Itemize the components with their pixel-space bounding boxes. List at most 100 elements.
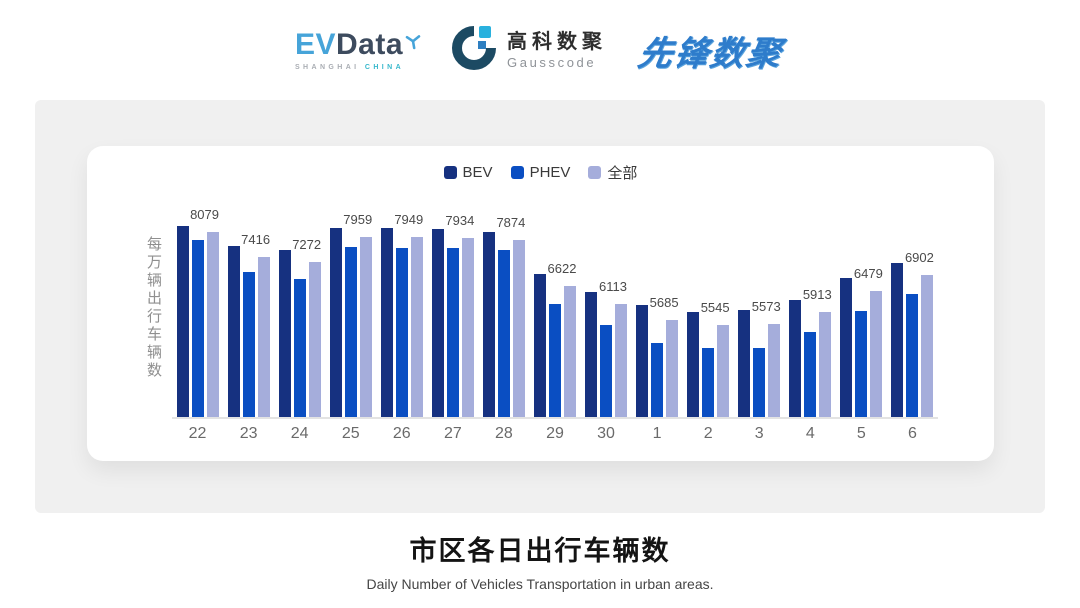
bar-cluster bbox=[176, 226, 219, 418]
bar-value-label: 7272 bbox=[292, 237, 322, 252]
bar-group: 6479 bbox=[836, 186, 887, 418]
legend-item-all[interactable]: 全部 bbox=[588, 162, 637, 183]
bar-cluster bbox=[533, 274, 576, 418]
bar-phev bbox=[497, 250, 510, 418]
x-tick: 1 bbox=[652, 425, 662, 442]
bar-cluster bbox=[636, 305, 679, 418]
bar-all bbox=[615, 304, 628, 418]
bar-phev bbox=[702, 348, 715, 418]
bar-group: 7272 bbox=[274, 186, 325, 418]
bar-group: 7959 bbox=[325, 186, 376, 418]
bar-cluster bbox=[738, 310, 781, 418]
bar-all bbox=[717, 325, 730, 418]
evdata-shanghai-text: SHANGHAI bbox=[294, 63, 360, 71]
evdata-ev-text: EV bbox=[294, 27, 336, 61]
bar-bev bbox=[482, 232, 495, 418]
x-tick: 6 bbox=[907, 425, 917, 442]
x-axis-ticks: 22 23 24 25 26 27 28 29 30 1 2 3 4 5 6 bbox=[172, 425, 938, 443]
bar-cluster bbox=[687, 312, 730, 418]
bar-cluster bbox=[431, 229, 474, 418]
bar-group: 5913 bbox=[785, 186, 836, 418]
bar-phev bbox=[651, 343, 664, 418]
bar-value-label: 5573 bbox=[751, 299, 781, 314]
bar-bev bbox=[636, 305, 649, 418]
evdata-china-text: CHINA bbox=[364, 63, 405, 71]
bar-bev bbox=[176, 226, 189, 418]
bar-all bbox=[206, 232, 219, 418]
gausscode-cn-text: 高科数聚 bbox=[507, 30, 608, 53]
bar-bev bbox=[329, 228, 342, 418]
bar-group: 6902 bbox=[887, 186, 938, 418]
chart-subtitle: Daily Number of Vehicles Transportation … bbox=[366, 576, 714, 592]
pioneer-text: 先锋数聚 bbox=[635, 34, 786, 73]
bar-value-label: 7416 bbox=[241, 232, 271, 247]
gausscode-en-text: Gausscode bbox=[507, 54, 597, 70]
bar-cluster bbox=[891, 263, 934, 418]
bar-cluster bbox=[585, 292, 628, 418]
bar-bev bbox=[789, 300, 802, 418]
bar-value-label: 7934 bbox=[445, 213, 475, 228]
chart-card: BEV PHEV 全部 每万辆出行车辆数 8079 7416 7272 7959 7949 7… bbox=[87, 146, 994, 461]
bar-all bbox=[308, 262, 321, 418]
legend-swatch bbox=[510, 166, 524, 179]
legend-label: PHEV bbox=[529, 164, 571, 181]
bar-value-label: 6622 bbox=[547, 261, 577, 276]
bar-all bbox=[768, 324, 781, 418]
chart-title: 市区各日出行车辆数 bbox=[409, 536, 671, 566]
bar-all bbox=[512, 240, 525, 418]
bar-cluster bbox=[789, 300, 832, 418]
bar-cluster bbox=[482, 232, 525, 418]
bar-value-label: 5685 bbox=[649, 295, 679, 310]
x-tick: 3 bbox=[754, 425, 764, 442]
bar-all bbox=[257, 257, 270, 418]
bar-group: 7934 bbox=[427, 186, 478, 418]
bar-all bbox=[461, 238, 474, 418]
chart-panel: BEV PHEV 全部 每万辆出行车辆数 8079 7416 7272 7959 7949 7… bbox=[35, 100, 1045, 513]
bar-bev bbox=[380, 228, 393, 418]
bar-group: 7949 bbox=[376, 186, 427, 418]
x-tick: 28 bbox=[495, 425, 513, 442]
bar-group: 5573 bbox=[734, 186, 785, 418]
bar-phev bbox=[600, 325, 613, 418]
caption-block: 市区各日出行车辆数 Daily Number of Vehicles Trans… bbox=[0, 529, 1080, 592]
bar-value-label: 7959 bbox=[343, 212, 373, 227]
bar-all bbox=[870, 291, 883, 418]
bar-all bbox=[921, 275, 934, 418]
bar-group: 5685 bbox=[632, 186, 683, 418]
bar-all bbox=[410, 237, 423, 418]
bar-value-label: 6479 bbox=[853, 266, 883, 281]
bar-value-label: 6113 bbox=[599, 279, 628, 294]
bar-all bbox=[359, 237, 372, 418]
x-tick: 22 bbox=[188, 425, 207, 442]
bar-phev bbox=[242, 272, 255, 418]
legend-item-phev[interactable]: PHEV bbox=[510, 164, 571, 181]
bar-value-label: 6902 bbox=[904, 250, 934, 265]
legend-swatch bbox=[588, 166, 602, 179]
legend-label: BEV bbox=[462, 164, 493, 181]
bar-phev bbox=[753, 348, 766, 418]
bar-value-label: 5545 bbox=[700, 300, 730, 315]
bar-bev bbox=[585, 292, 598, 418]
bar-bev bbox=[891, 263, 904, 418]
bar-cluster bbox=[840, 278, 883, 418]
header-logos: EV Data SHANGHAI CHINA bbox=[0, 14, 1080, 86]
gausscode-logo: 高科数聚 Gausscode bbox=[445, 24, 613, 77]
evdata-logo: EV Data SHANGHAI CHINA bbox=[289, 27, 427, 71]
bar-bev bbox=[687, 312, 700, 418]
bar-phev bbox=[446, 248, 459, 418]
x-tick: 26 bbox=[392, 425, 411, 442]
legend-item-bev[interactable]: BEV bbox=[443, 164, 493, 181]
bar-cluster bbox=[278, 250, 321, 418]
x-tick: 29 bbox=[546, 425, 564, 442]
x-axis-line bbox=[172, 417, 938, 419]
bar-all bbox=[666, 320, 679, 418]
x-tick: 23 bbox=[239, 425, 258, 442]
bar-group: 5545 bbox=[683, 186, 734, 418]
bar-value-label: 5913 bbox=[802, 287, 832, 302]
bar-bev bbox=[278, 250, 291, 418]
gausscode-g-icon bbox=[451, 24, 497, 77]
x-tick: 25 bbox=[341, 425, 360, 442]
bar-cluster bbox=[380, 228, 423, 418]
evdata-wordmark: EV Data bbox=[294, 27, 421, 61]
bar-value-label: 8079 bbox=[190, 207, 219, 222]
